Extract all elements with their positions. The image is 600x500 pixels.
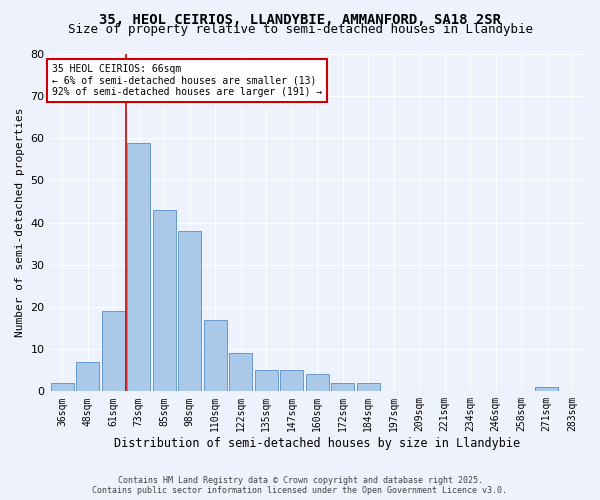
- X-axis label: Distribution of semi-detached houses by size in Llandybie: Distribution of semi-detached houses by …: [114, 437, 520, 450]
- Text: Size of property relative to semi-detached houses in Llandybie: Size of property relative to semi-detach…: [67, 22, 533, 36]
- Bar: [535, 387, 558, 392]
- Bar: [204, 320, 227, 392]
- Bar: [331, 383, 354, 392]
- Bar: [306, 374, 329, 392]
- Text: 35, HEOL CEIRIOS, LLANDYBIE, AMMANFORD, SA18 2SR: 35, HEOL CEIRIOS, LLANDYBIE, AMMANFORD, …: [99, 12, 501, 26]
- Bar: [178, 231, 201, 392]
- Bar: [153, 210, 176, 392]
- Bar: [51, 383, 74, 392]
- Y-axis label: Number of semi-detached properties: Number of semi-detached properties: [15, 108, 25, 338]
- Bar: [280, 370, 303, 392]
- Text: Contains HM Land Registry data © Crown copyright and database right 2025.
Contai: Contains HM Land Registry data © Crown c…: [92, 476, 508, 495]
- Bar: [255, 370, 278, 392]
- Text: 35 HEOL CEIRIOS: 66sqm
← 6% of semi-detached houses are smaller (13)
92% of semi: 35 HEOL CEIRIOS: 66sqm ← 6% of semi-deta…: [52, 64, 322, 98]
- Bar: [76, 362, 99, 392]
- Bar: [357, 383, 380, 392]
- Bar: [127, 142, 150, 392]
- Bar: [229, 354, 252, 392]
- Bar: [102, 311, 125, 392]
